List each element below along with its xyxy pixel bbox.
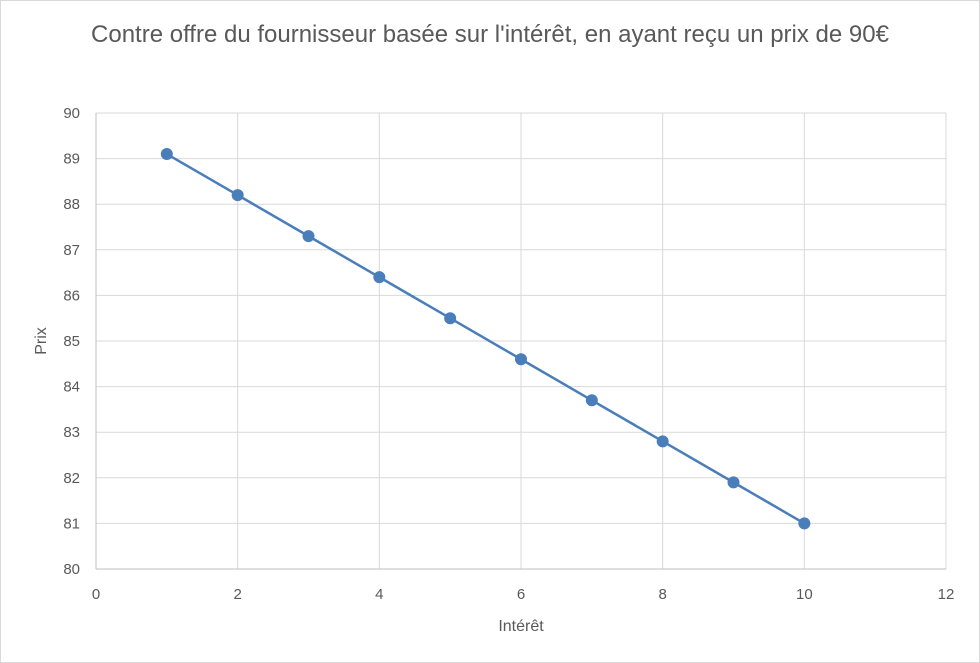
- data-point: [160, 148, 173, 161]
- y-tick-label: 83: [63, 424, 80, 441]
- x-tick-label: 4: [375, 586, 383, 603]
- y-tick-label: 87: [63, 242, 80, 259]
- data-point: [373, 271, 386, 284]
- y-tick-label: 81: [63, 515, 80, 532]
- y-axis-title: Prix: [33, 327, 50, 355]
- x-tick-label: 8: [658, 586, 666, 603]
- data-point: [302, 230, 315, 243]
- data-point: [231, 189, 244, 202]
- data-point: [798, 517, 811, 530]
- x-axis-title: Intérêt: [498, 618, 544, 635]
- series-line: [166, 152, 805, 525]
- y-tick-label: 80: [63, 561, 80, 578]
- y-tick-label: 88: [63, 196, 80, 213]
- data-point: [727, 476, 740, 489]
- x-tick-label: 10: [796, 586, 813, 603]
- x-tick-label: 6: [517, 586, 525, 603]
- x-tick-label: 0: [92, 586, 100, 603]
- chart-title: Contre offre du fournisseur basée sur l'…: [91, 21, 889, 48]
- y-tick-label: 86: [63, 287, 80, 304]
- y-tick-label: 84: [63, 379, 80, 396]
- y-tick-label: 90: [63, 105, 80, 122]
- x-tick-label: 2: [233, 586, 241, 603]
- data-point: [444, 312, 457, 325]
- data-point: [515, 353, 527, 366]
- data-point: [585, 394, 598, 407]
- y-tick-label: 82: [63, 470, 80, 487]
- data-point: [656, 435, 669, 448]
- x-tick-label: 12: [938, 586, 955, 603]
- y-tick-label: 89: [63, 151, 80, 168]
- y-tick-label: 85: [63, 333, 80, 350]
